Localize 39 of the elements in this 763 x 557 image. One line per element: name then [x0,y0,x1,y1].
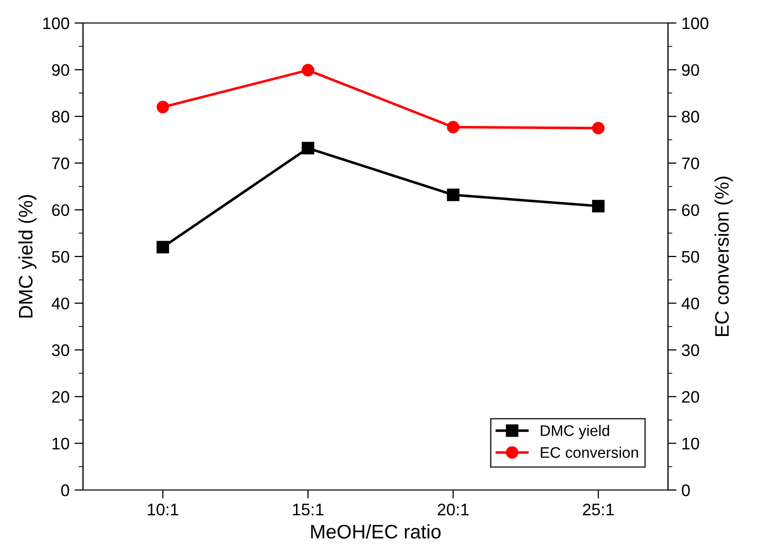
point [446,120,460,134]
y-tick-label: 80 [52,110,70,123]
y2-axis-title: EC conversion (%) [714,176,733,336]
y2-tick-label: 30 [682,344,700,356]
legend-label: DMC yield [540,424,610,440]
y-axis-title: DMC yield (%) [18,195,36,318]
y2-tick-label: 40 [682,298,700,310]
y2-tick-label: 10 [682,438,700,450]
y2-tick-label: 20 [682,391,700,403]
y2-tick-label: 100 [682,17,708,30]
point [156,100,170,114]
point [302,142,314,154]
y2-tick-label: 0 [682,484,690,496]
y-tick-label: 100 [43,17,70,30]
point [592,122,605,134]
point [156,240,170,254]
y-tick-label: 50 [52,250,70,263]
y-tick-label: 70 [52,158,70,170]
point [592,200,605,212]
point [302,64,314,76]
y-tick-label: 0 [61,484,70,496]
y2-tick-label: 60 [682,204,700,216]
y-tick-label: 10 [52,438,70,450]
y2-tick-label: 80 [682,110,700,123]
y2-tick-label: 90 [682,64,700,76]
x-tick-label: 25:1 [582,504,614,516]
legend-label: EC conversion [540,446,638,458]
y2-tick-label: 50 [682,250,700,263]
y-tick-label: 40 [52,298,70,310]
y-tick-label: 20 [52,391,70,403]
x-axis-title: MeOH/EC ratio [311,524,441,539]
x-tick-label: 15:1 [293,504,324,516]
y-tick-label: 60 [52,204,70,216]
y-tick-label: 90 [52,64,70,76]
point [446,188,460,202]
y2-tick-label: 70 [682,158,700,170]
x-tick-label: 10:1 [148,504,178,516]
y-tick-label: 30 [52,344,70,356]
x-tick-label: 20:1 [438,504,469,516]
